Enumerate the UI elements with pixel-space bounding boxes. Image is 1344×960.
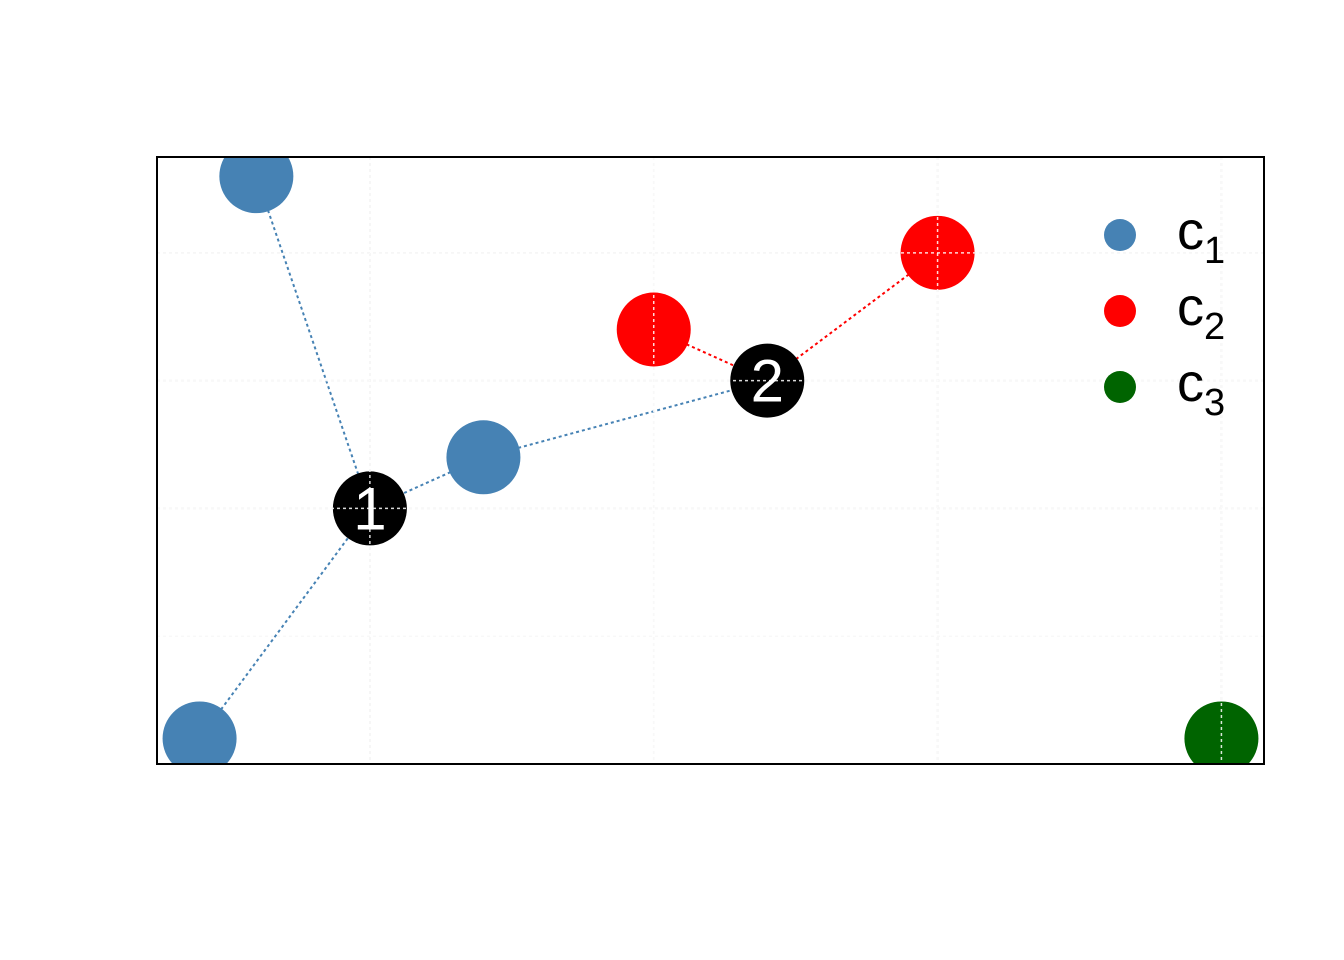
legend-label-c2: c2 [1177, 277, 1225, 348]
connection-line [255, 175, 371, 509]
data-point-c1 [446, 420, 521, 495]
legend-subscript: 2 [1204, 306, 1225, 348]
data-point-c2 [616, 292, 691, 367]
legend-marker-c1 [1104, 219, 1136, 251]
connection-lines [198, 175, 939, 740]
centroid-marker [730, 343, 805, 418]
centroid-label: 2 [751, 348, 784, 415]
plot-frame [156, 156, 1265, 765]
data-point-c1 [219, 157, 294, 214]
grid-overlay [157, 157, 1264, 764]
data-point-c3 [1184, 701, 1259, 764]
data-point-c1 [162, 701, 237, 764]
connection-line [198, 507, 371, 740]
connection-line [483, 379, 768, 459]
legend-label-c1: c1 [1177, 201, 1225, 272]
legend-subscript: 3 [1204, 382, 1225, 424]
legend-label-c3: c3 [1177, 353, 1225, 424]
data-points [162, 157, 1259, 764]
legend-marker-c2 [1104, 295, 1136, 327]
grid-lines [157, 157, 1264, 764]
legend-subscript: 1 [1204, 230, 1225, 272]
legend-marker-c3 [1104, 371, 1136, 403]
centroids: 12 [332, 343, 805, 546]
